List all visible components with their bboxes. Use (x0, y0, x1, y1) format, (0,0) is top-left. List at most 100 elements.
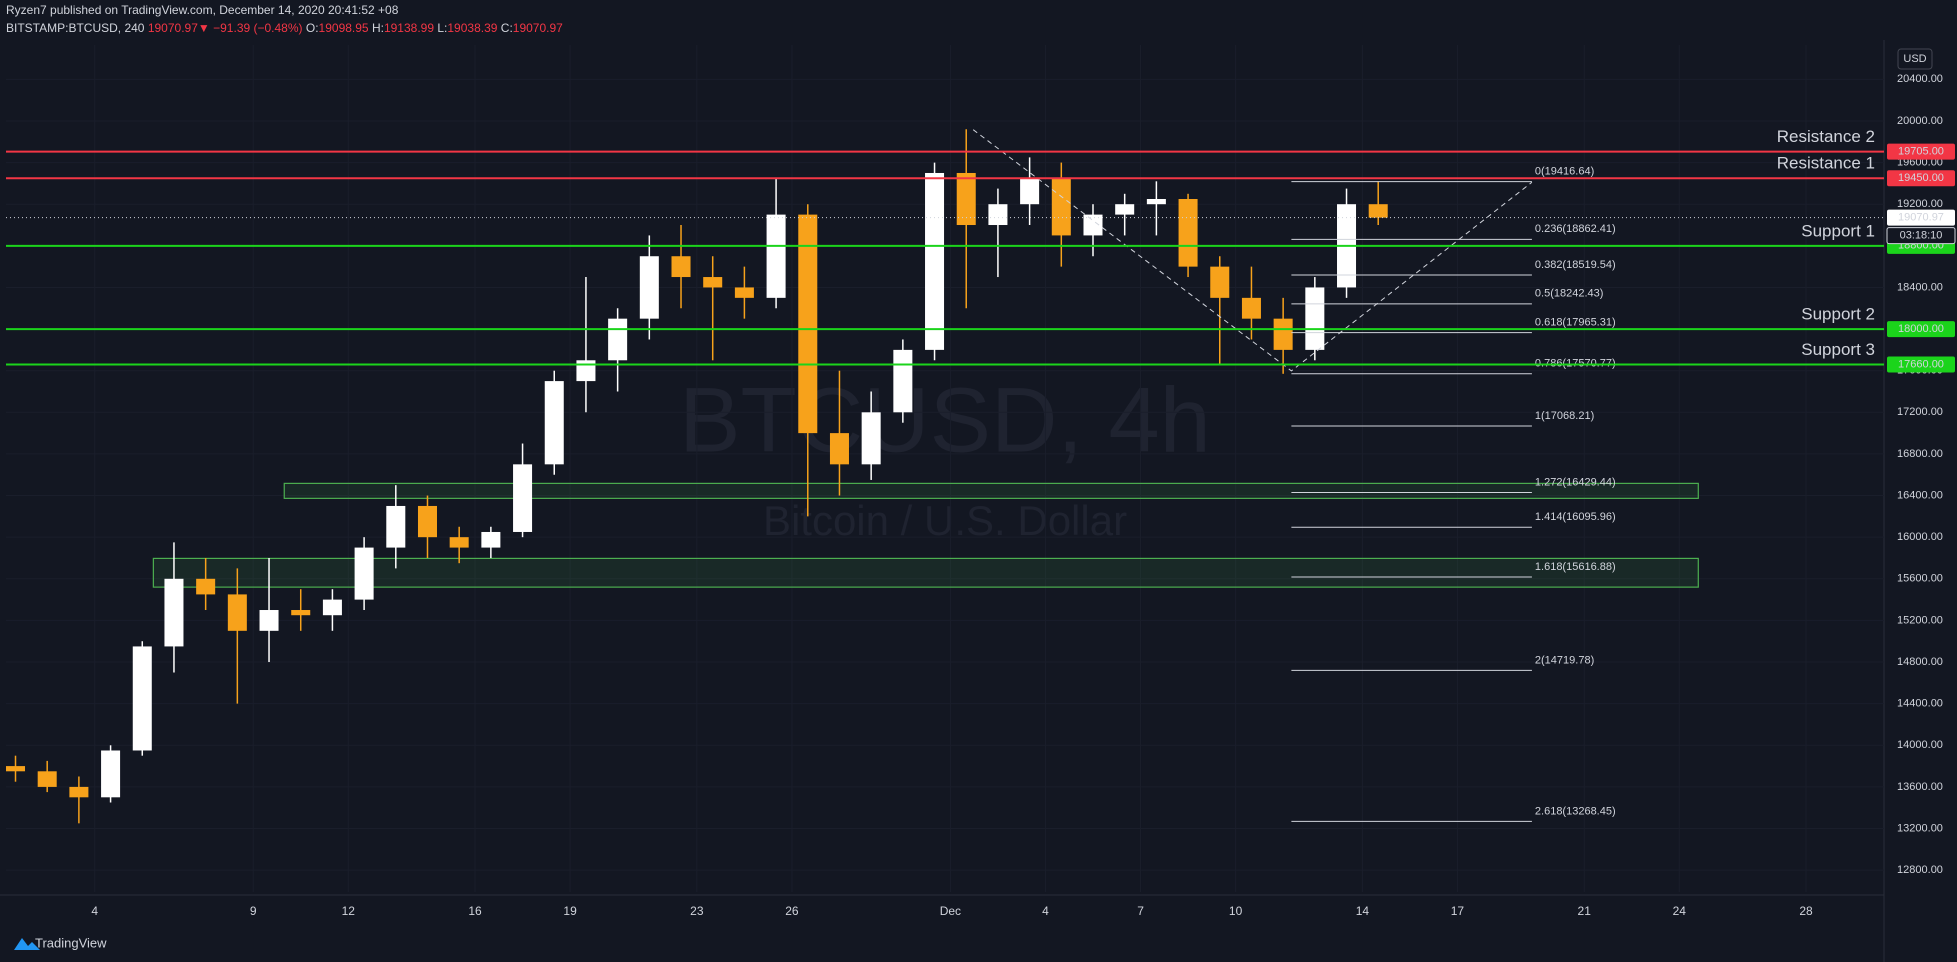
fib-label: 1(17068.21) (1535, 410, 1594, 422)
candle-body (164, 578, 184, 647)
x-tick-label: 7 (1137, 904, 1144, 918)
candle-body (259, 610, 279, 631)
last-price-tag (1887, 209, 1955, 226)
candle-body (386, 505, 406, 548)
candle-body (132, 646, 152, 751)
x-tick-label: Dec (940, 904, 961, 918)
countdown-label: 03:18:10 (1900, 230, 1943, 242)
header-quote: BITSTAMP:BTCUSD, 240 19070.97▼ −91.39 (−… (6, 21, 563, 35)
last-price: 19070.97 (148, 21, 198, 35)
candle-body (1210, 266, 1230, 298)
fib-label: 0.618(17965.31) (1535, 317, 1616, 329)
y-tick-label: 17200.00 (1897, 406, 1943, 418)
countdown-tag (1886, 227, 1956, 245)
candle-body (608, 318, 628, 361)
candle-body (671, 256, 691, 278)
x-tick-label: 24 (1673, 904, 1687, 918)
x-tick-label: 23 (690, 904, 704, 918)
candle-body (1178, 199, 1198, 267)
last-price-label: 19070.97 (1898, 212, 1944, 224)
candle-body (798, 214, 818, 434)
y-tick-label: 16400.00 (1897, 489, 1943, 501)
y-tick-label: 19200.00 (1897, 198, 1943, 210)
x-tick-label: 4 (1042, 904, 1049, 918)
candle-body (956, 172, 976, 226)
candle-body (227, 594, 247, 631)
level-tag (1887, 356, 1955, 373)
level-name: Resistance 1 (1777, 154, 1875, 173)
candle-body (6, 766, 26, 772)
y-tick-label: 20000.00 (1897, 115, 1943, 127)
candle-body (734, 287, 754, 298)
level-tag-label: 18000.00 (1898, 323, 1944, 335)
ohlc-key: L: (437, 21, 447, 35)
level-name: Resistance 2 (1777, 127, 1875, 146)
candle-body (861, 412, 881, 465)
y-tick-label: 15200.00 (1897, 614, 1943, 626)
candle-body (37, 771, 57, 787)
x-tick-label: 16 (468, 904, 482, 918)
fib-label: 0.5(18242.43) (1535, 288, 1604, 300)
y-tick-label: 14800.00 (1897, 656, 1943, 668)
candle-body (1115, 204, 1135, 215)
y-tick-label: 16000.00 (1897, 531, 1943, 543)
currency-button[interactable] (1897, 48, 1933, 70)
candle-body (829, 433, 849, 465)
candle-body (196, 578, 216, 595)
candle-body (925, 172, 945, 350)
x-tick-label: 17 (1451, 904, 1465, 918)
watermark-subtitle: Bitcoin / U.S. Dollar (763, 497, 1127, 544)
candle-body (1273, 318, 1293, 350)
fib-label: 0(19416.64) (1535, 166, 1594, 178)
candle-body (766, 214, 786, 298)
candle-body (322, 599, 342, 616)
ohlc-value: 19070.97 (513, 21, 563, 35)
candle-body (449, 537, 469, 548)
brand-name: TradingView (35, 935, 107, 950)
candle-body (513, 464, 533, 532)
candle-body (1146, 199, 1166, 205)
change: −91.39 (−0.48%) (213, 21, 302, 35)
candle-body (417, 505, 437, 538)
zone (283, 482, 1699, 499)
level-tag (1887, 321, 1955, 338)
ohlc-key: H: (372, 21, 384, 35)
candle-body (1368, 204, 1388, 218)
x-tick-label: 10 (1229, 904, 1243, 918)
candle-body (1241, 297, 1261, 319)
y-tick-label: 14000.00 (1897, 739, 1943, 751)
y-tick-label: 18400.00 (1897, 281, 1943, 293)
candle-body (576, 360, 596, 382)
fib-label: 2(14719.78) (1535, 654, 1594, 666)
candle-body (1083, 214, 1103, 236)
y-tick-label: 20400.00 (1897, 73, 1943, 85)
y-tick-label: 13200.00 (1897, 822, 1943, 834)
candle-body (69, 786, 89, 798)
level-tag-label: 17660.00 (1898, 358, 1944, 370)
level-tag (1887, 143, 1955, 160)
zone (152, 557, 1699, 588)
y-tick-label: 15600.00 (1897, 573, 1943, 585)
currency-label[interactable]: USD (1903, 53, 1926, 65)
change-arrow: ▼ (198, 21, 210, 35)
level-name: Support 2 (1801, 305, 1875, 324)
candle-body (101, 750, 121, 798)
candle-body (354, 547, 374, 600)
x-tick-label: 26 (785, 904, 799, 918)
x-tick-label: 9 (250, 904, 257, 918)
x-tick-label: 12 (342, 904, 356, 918)
ohlc-value: 19138.99 (384, 21, 434, 35)
fib-label: 2.618(13268.45) (1535, 805, 1616, 817)
watermark: BTCUSD, 4h (679, 369, 1211, 471)
candle-body (481, 531, 501, 548)
level-tag (1887, 170, 1955, 187)
ohlc-key: O: (306, 21, 319, 35)
x-tick-label: 14 (1356, 904, 1370, 918)
candle-body (1051, 178, 1071, 236)
candle-body (639, 256, 659, 319)
candle-body (703, 277, 723, 288)
candle-body (1305, 287, 1325, 350)
